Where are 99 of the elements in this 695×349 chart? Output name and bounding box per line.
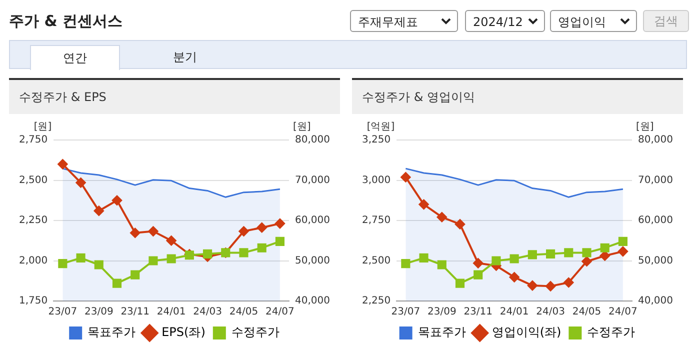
point [582, 248, 592, 258]
point [510, 254, 519, 264]
point [582, 256, 592, 266]
point [436, 212, 447, 222]
point [400, 172, 411, 182]
y2-tick-label: 40,000 [638, 296, 674, 307]
legend-label: 영업이익(좌) [492, 325, 562, 340]
x-tick-label: 23/09 [427, 306, 456, 318]
point [546, 249, 556, 258]
point [455, 278, 465, 288]
legend-label: 목표주가 [88, 325, 136, 340]
x-tick-label: 24/03 [536, 306, 565, 318]
y2-tick-label: 50,000 [295, 255, 330, 266]
point [528, 250, 537, 260]
point [256, 222, 267, 233]
point [564, 277, 574, 288]
point [76, 253, 86, 262]
point [437, 260, 446, 270]
point [202, 249, 212, 258]
y2-tick-label: 70,000 [295, 174, 330, 186]
text: 2024/12 [465, 10, 545, 32]
point [455, 219, 465, 230]
point [238, 226, 249, 236]
x-tick-label: 23/11 [120, 306, 150, 318]
x-tick-label: 24/01 [500, 306, 529, 318]
y-tick-label: 2,000 [18, 255, 48, 266]
x-tick-label: 23/09 [84, 306, 114, 318]
x-tick-label: 23/07 [48, 306, 78, 318]
point [166, 236, 176, 246]
point [58, 259, 68, 268]
point [600, 243, 610, 252]
point [509, 272, 520, 282]
point [600, 250, 610, 261]
y-tick-label: 2,750 [18, 134, 48, 146]
chart-title: 수정주가 & 영업이익 [352, 80, 683, 114]
y2-tick-label: 60,000 [295, 215, 330, 226]
y-axis-title: [억원] [366, 122, 395, 133]
point [474, 270, 483, 280]
chart-title: 수정주가 & EPS [9, 80, 340, 114]
y2-axis-title: [원] [293, 122, 311, 133]
point [275, 236, 284, 246]
text: 주재무제표 [350, 10, 458, 32]
x-tick-label: 24/07 [608, 306, 638, 318]
y-tick-label: 3,000 [362, 174, 391, 186]
legend-label: 수정주가 [231, 325, 280, 340]
point [419, 253, 428, 262]
text: 분기 [172, 49, 198, 66]
point [148, 226, 158, 236]
x-tick-label: 24/05 [572, 306, 602, 318]
x-tick-label: 24/01 [156, 306, 186, 318]
y-tick-label: 2,250 [362, 296, 391, 307]
text: 영업이익 [550, 10, 637, 32]
point [257, 243, 266, 252]
point [418, 199, 429, 210]
point [527, 280, 538, 291]
y2-axis-title: [원] [636, 122, 654, 133]
y2-tick-label: 80,000 [295, 134, 330, 146]
legend-label: 수정주가 [587, 325, 636, 340]
text: 연간 [30, 45, 120, 70]
y2-tick-label: 70,000 [638, 174, 674, 186]
point [112, 278, 122, 288]
text: 검색 [643, 10, 689, 32]
y2-tick-label: 80,000 [638, 134, 674, 146]
point [274, 218, 285, 229]
point [94, 260, 104, 270]
point [130, 228, 140, 238]
legend-label: 목표주가 [418, 325, 466, 340]
y-axis-title: [원] [34, 122, 52, 133]
x-tick-label: 24/07 [266, 306, 294, 318]
point [492, 256, 501, 266]
point [546, 281, 556, 292]
x-tick-label: 24/05 [229, 306, 258, 318]
text: 주가 & 컨센서스 [9, 12, 123, 31]
point [112, 195, 122, 206]
point [401, 259, 410, 268]
point [618, 246, 628, 256]
point [618, 236, 628, 246]
x-tick-label: 23/07 [391, 306, 420, 318]
y-tick-label: 2,750 [362, 215, 391, 226]
point [564, 248, 574, 258]
y-tick-label: 1,750 [18, 296, 48, 307]
point [239, 248, 248, 258]
point [130, 270, 140, 280]
y-tick-label: 2,500 [18, 174, 48, 186]
point [473, 258, 484, 268]
point [76, 178, 86, 188]
y-tick-label: 2,250 [18, 215, 48, 226]
y2-tick-label: 50,000 [638, 255, 674, 266]
y2-tick-label: 40,000 [295, 296, 330, 307]
point [148, 256, 158, 266]
y-tick-label: 2,500 [362, 255, 391, 266]
point [166, 254, 176, 264]
x-tick-label: 23/11 [464, 306, 493, 318]
point [94, 206, 104, 216]
legend-label: EPS(좌) [162, 325, 206, 340]
x-tick-label: 24/03 [193, 306, 222, 318]
y2-tick-label: 60,000 [638, 215, 674, 226]
point [58, 159, 68, 170]
y-tick-label: 3,250 [362, 134, 391, 146]
